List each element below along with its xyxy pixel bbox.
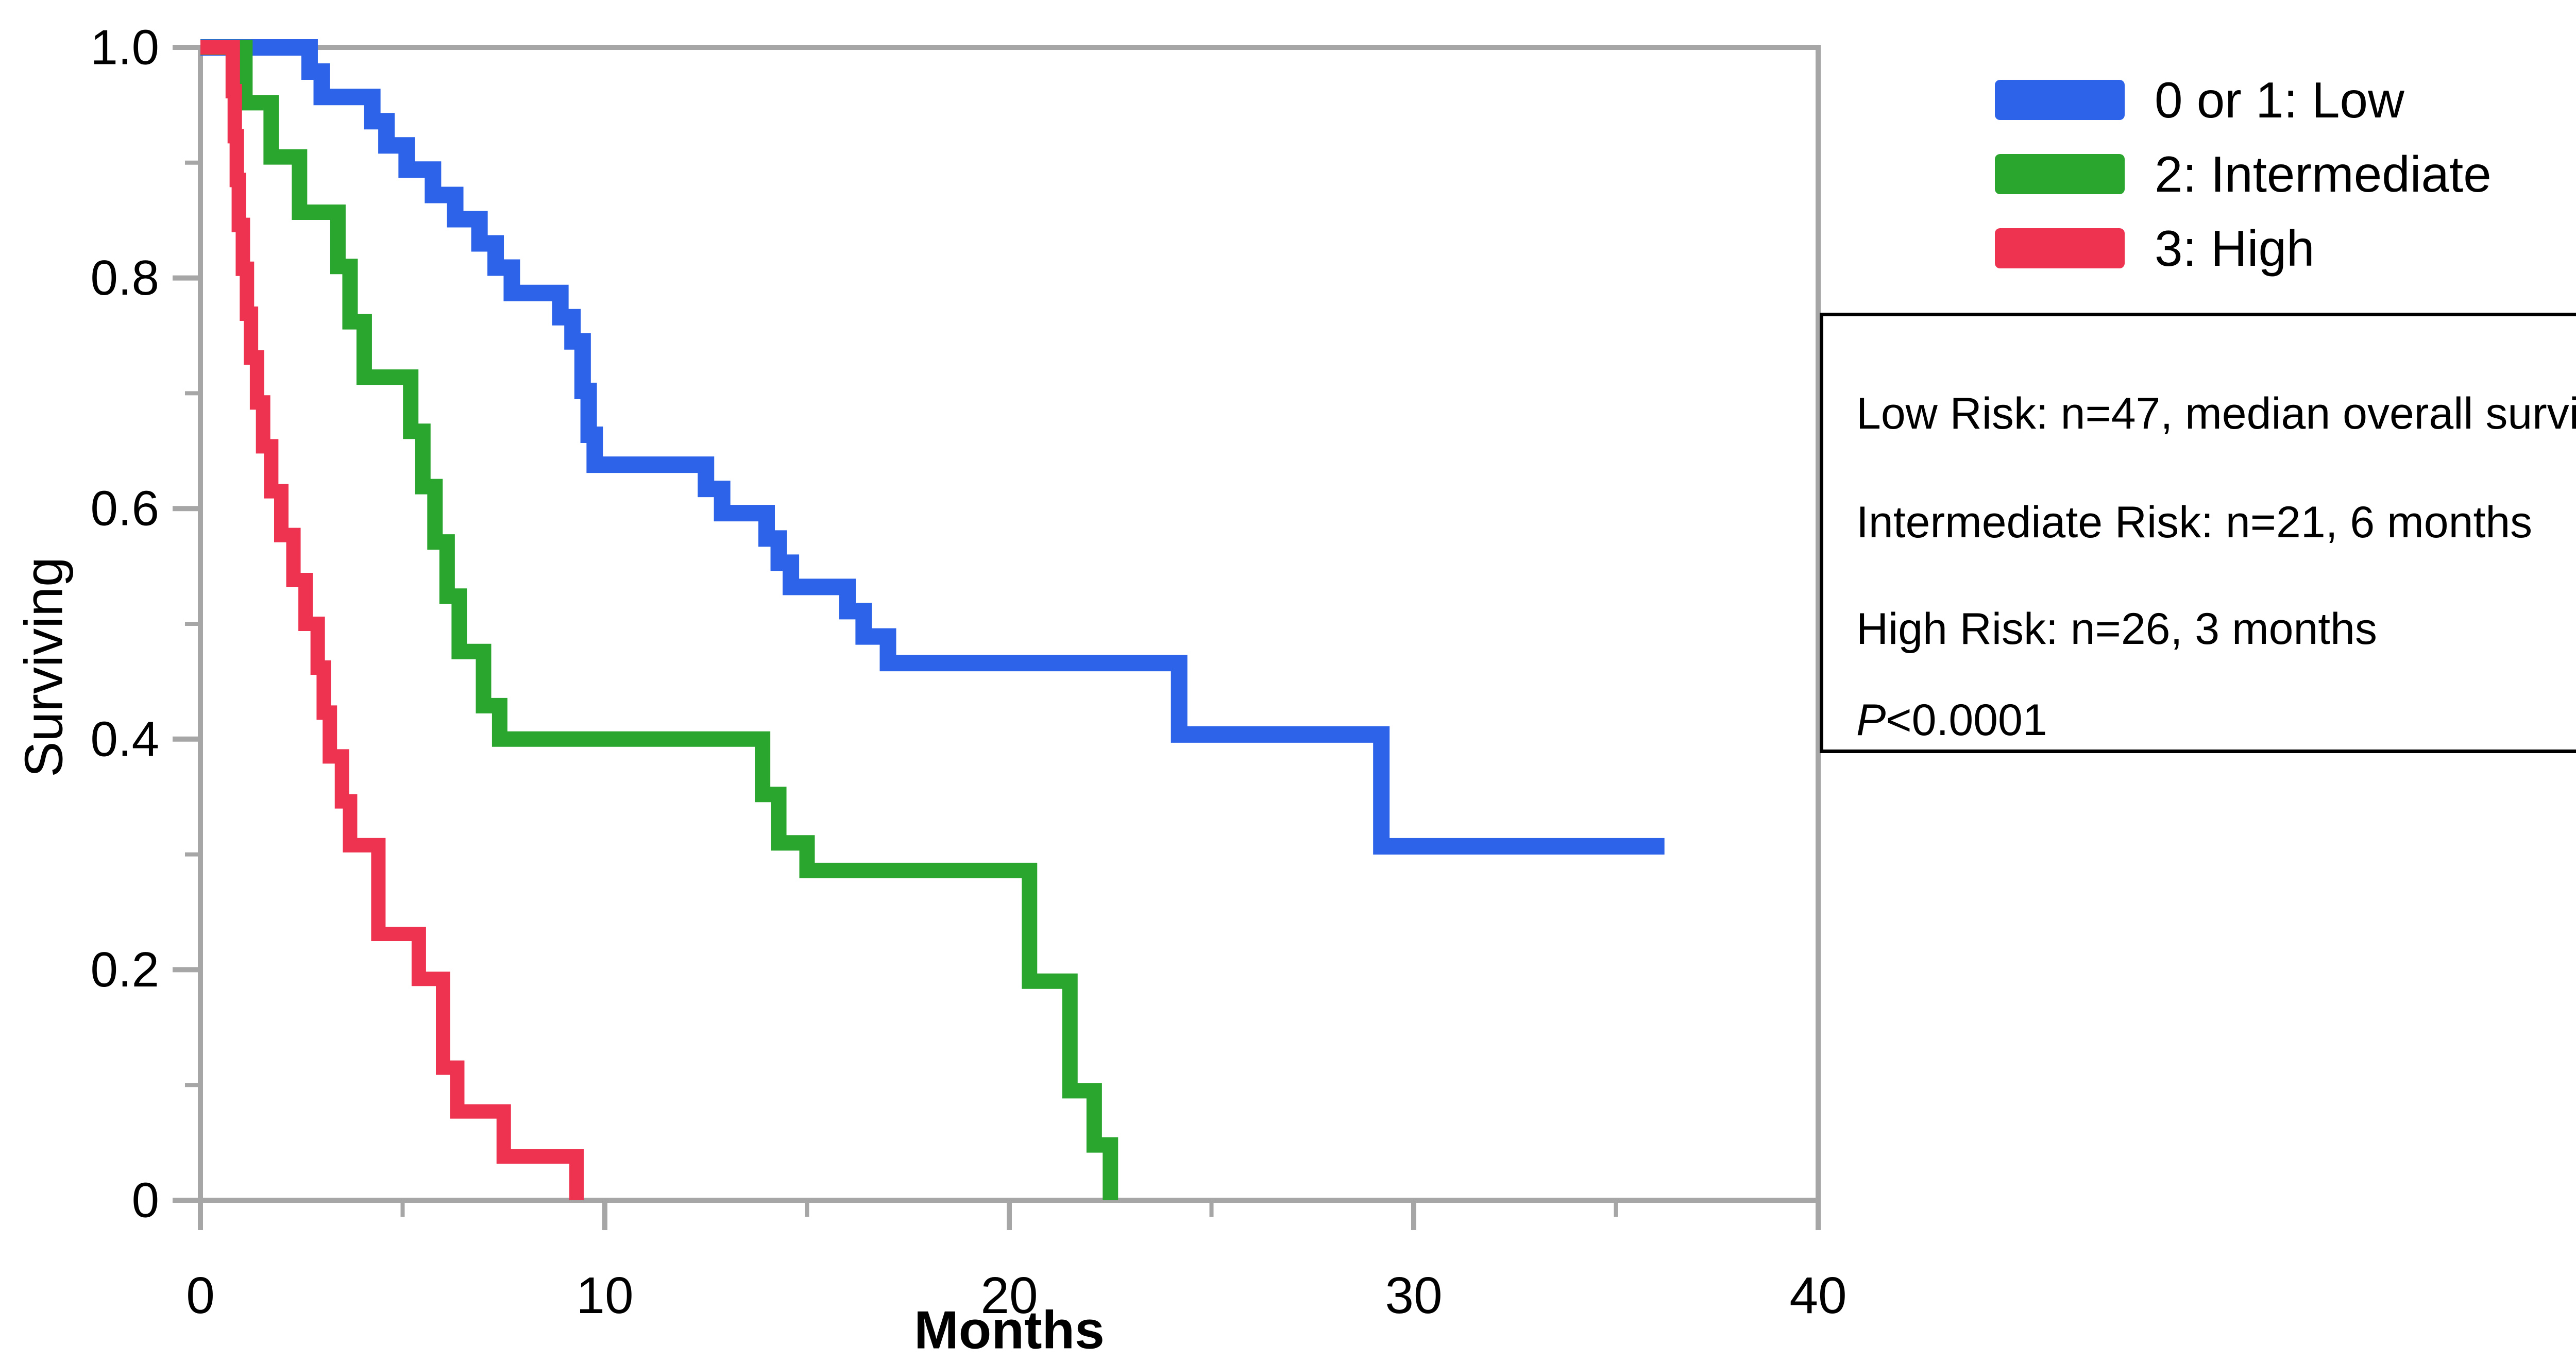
survival-curve-low bbox=[200, 39, 1665, 855]
x-tick-label: 20 bbox=[980, 1267, 1038, 1324]
x-tick-label: 10 bbox=[576, 1267, 633, 1324]
survival-curve-intermediate bbox=[200, 40, 1118, 1200]
x-axis-ticks: 0 10 20 30 40 bbox=[186, 1200, 1847, 1324]
legend-swatch-low-icon bbox=[1995, 80, 2125, 120]
p-value-text: <0.0001 bbox=[1886, 695, 2047, 745]
legend-item-low: 0 or 1: Low bbox=[1995, 72, 2492, 128]
x-tick-label: 30 bbox=[1385, 1267, 1442, 1324]
y-tick-label: 1.0 bbox=[91, 20, 159, 75]
y-axis-title: Surviving bbox=[14, 557, 74, 777]
legend-label-low: 0 or 1: Low bbox=[2155, 71, 2404, 128]
y-tick-label: 0.8 bbox=[91, 250, 159, 305]
legend: 0 or 1: Low 2: Intermediate 3: High bbox=[1995, 72, 2492, 277]
y-tick-label: 0 bbox=[132, 1173, 159, 1228]
x-tick-label: 0 bbox=[186, 1267, 215, 1324]
stat-line-intermediate-risk: Intermediate Risk: n=21, 6 months bbox=[1856, 497, 2533, 547]
p-value-symbol: P bbox=[1856, 695, 1886, 745]
legend-swatch-intermediate-icon bbox=[1995, 154, 2125, 194]
y-tick-label: 0.4 bbox=[91, 711, 159, 767]
legend-swatch-high-icon bbox=[1995, 228, 2125, 268]
stats-box: Low Risk: n=47, median overall survival … bbox=[1820, 313, 2576, 753]
y-axis-ticks: 1.0 0.8 0.6 0.4 0.2 0 bbox=[91, 20, 200, 1228]
x-tick-label: 40 bbox=[1789, 1267, 1846, 1324]
km-survival-chart: 1.0 0.8 0.6 0.4 0.2 00 10 20 30 40 bbox=[91, 20, 1847, 1325]
legend-item-intermediate: 2: Intermediate bbox=[1995, 146, 2492, 202]
stat-line-p-value: P<0.0001 bbox=[1856, 695, 2576, 746]
stat-line-high-risk: High Risk: n=26, 3 months bbox=[1856, 604, 2378, 654]
survival-curve-high bbox=[200, 40, 584, 1200]
stat-line-low-risk: Low Risk: n=47, median overall survival … bbox=[1856, 389, 2576, 438]
legend-item-high: 3: High bbox=[1995, 220, 2492, 277]
y-tick-label: 0.2 bbox=[91, 942, 159, 997]
y-tick-label: 0.6 bbox=[91, 481, 159, 536]
x-axis-title: Months bbox=[914, 1300, 1105, 1360]
legend-label-intermediate: 2: Intermediate bbox=[2155, 145, 2492, 202]
legend-label-high: 3: High bbox=[2155, 219, 2315, 277]
